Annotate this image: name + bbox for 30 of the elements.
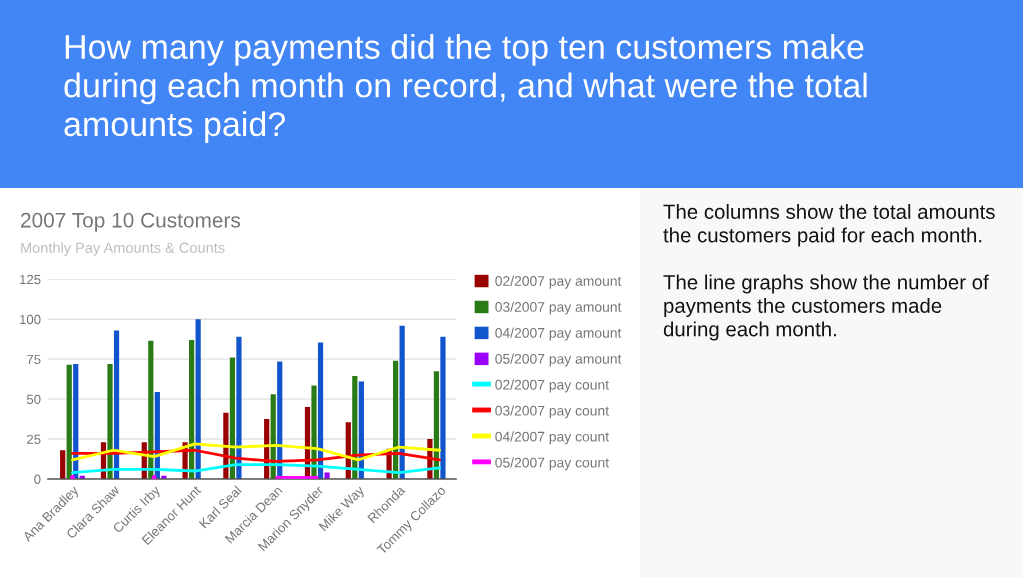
legend-label: 02/2007 pay count xyxy=(495,379,609,393)
legend-label: 02/2007 pay amount xyxy=(495,275,622,289)
line-series xyxy=(71,463,442,474)
y-tick-label: 125 xyxy=(20,274,41,285)
legend-label: 05/2007 pay count xyxy=(495,457,609,471)
bar xyxy=(440,336,446,479)
legend-label: 05/2007 pay amount xyxy=(495,353,622,367)
text: How many payments did the top ten customers make during each month on record, and what were the total amounts paid? xyxy=(64,34,867,143)
chart-subtitle: Monthly Pay Amounts & Counts xyxy=(21,242,225,256)
y-tick-label: 0 xyxy=(34,474,41,484)
y-tick-label: 25 xyxy=(27,434,41,444)
chart-title: 2007 Top 10 Customers xyxy=(21,212,241,232)
bar xyxy=(107,363,113,479)
text: The line graphs show the number of payments the customers made during each month. xyxy=(663,274,989,341)
bar xyxy=(60,450,66,479)
y-tick-label: 75 xyxy=(27,354,41,365)
text: The columns show the total amounts the customers paid for each month. xyxy=(663,204,995,247)
bar xyxy=(236,336,242,479)
y-tick-label: 50 xyxy=(26,394,41,405)
bar xyxy=(195,319,201,479)
legend-label: 04/2007 pay count xyxy=(495,431,609,445)
legend-label: 03/2007 pay amount xyxy=(495,301,622,315)
bar xyxy=(113,330,120,479)
legend-label: 04/2007 pay amount xyxy=(495,327,622,341)
bar xyxy=(324,472,330,479)
bar xyxy=(66,364,72,479)
legend-label: 03/2007 pay count xyxy=(495,405,609,419)
bar xyxy=(399,325,405,479)
y-tick-label: 100 xyxy=(20,314,41,325)
line-series xyxy=(71,442,442,462)
